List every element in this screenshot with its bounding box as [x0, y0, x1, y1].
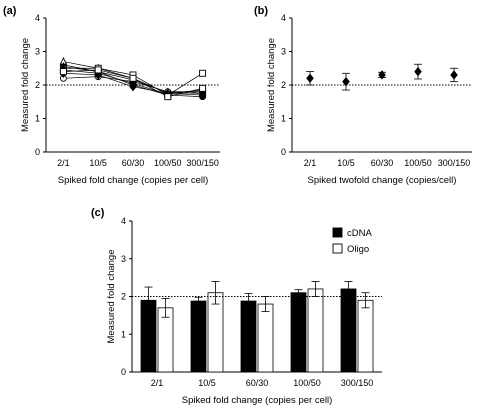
bar-oligo-3 — [257, 303, 274, 373]
x-axis-title: Spiked twofold change (copies/cell) — [308, 175, 457, 186]
legend-swatch-cdna — [332, 227, 343, 238]
data-point-3 — [378, 70, 386, 80]
y-tick-label: 3 — [121, 254, 126, 264]
panel-label-c: (c) — [91, 207, 105, 219]
y-tick-label: 4 — [281, 13, 286, 23]
bar-cdna-5 — [340, 288, 357, 373]
y-tick-label: 4 — [35, 13, 40, 23]
data-point-s8-4 — [164, 93, 172, 101]
bar-oligo-2 — [207, 292, 224, 373]
bar-cdna-2 — [190, 300, 207, 373]
x-tick-label: 2/1 — [57, 158, 70, 168]
data-point-1 — [306, 73, 314, 84]
y-tick-label: 0 — [35, 147, 40, 157]
x-tick-label: 2/1 — [151, 378, 164, 388]
x-tick-label: 300/150 — [186, 158, 219, 168]
chart-c: 0 1 2 3 4 2/1 10/5 60/30 100/50 300/150 Spiked fol… — [106, 216, 382, 406]
x-tick-label: 100/50 — [404, 158, 432, 168]
data-point-4 — [414, 66, 422, 77]
chart-a: 0 1 2 3 4 2/1 10/5 60/30 100/50 300/150 Spiked fol… — [20, 13, 220, 186]
y-axis-title: Measured fold change — [266, 38, 277, 132]
x-tick-label: 10/5 — [89, 158, 107, 168]
bar-cdna-4 — [290, 292, 307, 373]
x-tick-label: 300/150 — [438, 158, 471, 168]
y-tick-label: 0 — [281, 147, 286, 157]
chart-b: 0 1 2 3 4 2/1 10/5 60/30 100/50 300/150 Spiked two… — [266, 13, 472, 186]
x-axis-title: Spiked fold change (copies per cell) — [182, 395, 333, 406]
data-point-s8-2 — [94, 66, 102, 74]
bar-oligo-5 — [357, 299, 374, 373]
x-tick-label: 2/1 — [304, 158, 317, 168]
x-tick-label: 300/150 — [341, 378, 374, 388]
y-tick-label: 3 — [281, 47, 286, 57]
y-tick-label: 1 — [281, 114, 286, 124]
data-point-2 — [342, 76, 350, 87]
panel-label-a: (a) — [3, 5, 17, 17]
legend-swatch-oligo — [332, 243, 343, 254]
y-axis-title: Measured fold change — [106, 249, 117, 343]
data-point-s5-5 — [199, 69, 207, 77]
y-axis-title: Measured fold change — [20, 38, 31, 132]
x-tick-label: 10/5 — [337, 158, 355, 168]
y-tick-label: 1 — [35, 114, 40, 124]
legend-label-cdna: cDNA — [347, 228, 372, 239]
legend-label-oligo: Oligo — [347, 244, 369, 255]
x-tick-label: 60/30 — [246, 378, 269, 388]
panel-label-b: (b) — [254, 5, 268, 17]
x-tick-label: 100/50 — [293, 378, 321, 388]
x-tick-label: 60/30 — [122, 158, 145, 168]
data-point-s7-5 — [198, 88, 207, 97]
data-point-s8-5 — [199, 84, 207, 92]
x-tick-label: 60/30 — [371, 158, 394, 168]
bar-cdna-3 — [240, 300, 257, 373]
y-tick-label: 2 — [35, 80, 40, 90]
y-tick-label: 2 — [121, 292, 126, 302]
x-tick-label: 100/50 — [154, 158, 182, 168]
x-tick-label: 10/5 — [198, 378, 216, 388]
y-tick-label: 3 — [35, 47, 40, 57]
x-axis-title: Spiked fold change (copies per cell) — [58, 175, 209, 186]
data-point-5 — [450, 70, 458, 80]
bar-oligo-4 — [307, 288, 324, 373]
y-tick-label: 1 — [121, 329, 126, 339]
y-tick-label: 4 — [121, 216, 126, 226]
data-point-s8-1 — [59, 68, 67, 76]
y-tick-label: 2 — [281, 80, 286, 90]
y-tick-label: 0 — [121, 367, 126, 377]
data-point-s8-3 — [129, 74, 137, 82]
